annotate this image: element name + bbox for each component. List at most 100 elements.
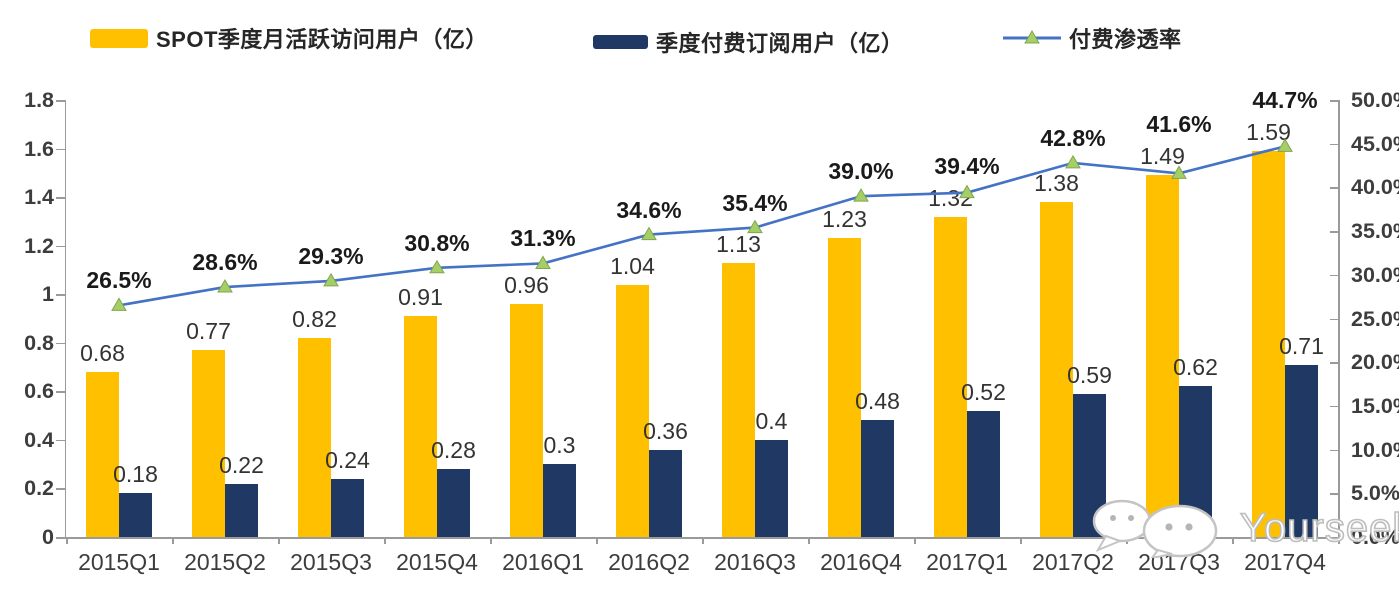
mau-value-label: 1.13 — [716, 230, 761, 257]
x-axis-label: 2017Q2 — [1032, 549, 1114, 575]
x-axis-label: 2017Q1 — [926, 549, 1008, 575]
triangle-marker — [1065, 154, 1081, 169]
subs-legend-swatch — [593, 35, 648, 49]
left-axis-tick-label: 0.8 — [24, 330, 54, 355]
right-axis-tick-label: 40.0% — [1351, 175, 1399, 200]
left-axis-tick-label: 1.6 — [24, 136, 54, 161]
mau-bar — [510, 303, 543, 537]
penetration-label: 30.8% — [404, 229, 470, 256]
mau-bar — [828, 238, 861, 537]
left-axis-tick — [56, 197, 66, 199]
x-axis-tick — [66, 537, 68, 544]
subs-bar — [861, 420, 894, 537]
left-axis-tick-label: 0 — [42, 525, 54, 549]
triangle-marker — [111, 297, 127, 311]
penetration-label: 26.5% — [86, 267, 152, 294]
subs-bar — [967, 410, 1000, 537]
left-axis-tick — [56, 391, 66, 393]
subs-legend-label: 季度付费订阅用户（亿） — [656, 31, 904, 56]
mau-value-label: 1.49 — [1140, 143, 1185, 170]
left-axis-tick — [56, 294, 66, 296]
left-axis-tick-label: 0.4 — [24, 427, 54, 452]
mau-bar — [86, 371, 119, 537]
triangle-marker — [535, 255, 551, 269]
x-axis-tick — [1232, 537, 1234, 544]
subs-bar — [225, 483, 258, 537]
mau-bar — [1146, 175, 1179, 537]
mau-bar — [722, 262, 755, 537]
right-axis-tick — [1330, 187, 1338, 189]
penetration-label: 28.6% — [192, 249, 258, 276]
mau-bar — [1252, 150, 1285, 537]
penetration-label: 42.8% — [1040, 124, 1106, 151]
subs-value-label: 0.52 — [961, 378, 1006, 405]
subs-bar — [119, 493, 152, 537]
right-axis-tick-label: 30.0% — [1351, 262, 1399, 287]
right-axis-tick — [1330, 405, 1338, 408]
right-axis-tick — [1330, 537, 1338, 539]
right-axis-tick — [1330, 231, 1338, 233]
right-axis-tick-label: 50.0% — [1351, 88, 1399, 112]
triangle-marker — [959, 184, 975, 199]
left-axis-tick-label: 0.6 — [24, 379, 54, 404]
mau-value-label: 1.38 — [1034, 169, 1079, 196]
subs-value-label: 0.18 — [113, 461, 158, 488]
subs-value-label: 0.71 — [1279, 332, 1324, 359]
mau-bar — [298, 337, 331, 537]
mau-value-label: 1.23 — [822, 206, 867, 233]
x-axis-label: 2015Q4 — [396, 549, 478, 575]
x-axis-tick — [1338, 537, 1340, 544]
triangle-marker — [853, 188, 869, 202]
legend-item-mau: SPOT季度月活跃访问用户（亿） — [90, 22, 488, 54]
right-axis-tick-label: 35.0% — [1351, 219, 1399, 244]
left-axis-tick — [56, 439, 66, 442]
x-axis-label: 2016Q1 — [502, 549, 584, 575]
mau-bar — [404, 316, 437, 537]
triangle-marker — [217, 279, 233, 293]
mau-bar — [1040, 201, 1073, 537]
right-axis-tick — [1330, 100, 1338, 102]
mau-bar — [616, 284, 649, 537]
right-axis-tick-label: 25.0% — [1351, 306, 1399, 331]
right-axis-tick — [1330, 493, 1338, 495]
mau-value-label: 0.77 — [186, 318, 231, 345]
penetration-label: 41.6% — [1146, 111, 1212, 138]
subs-value-label: 0.59 — [1067, 361, 1112, 388]
subs-bar — [543, 464, 576, 537]
right-axis-tick — [1330, 274, 1338, 277]
x-axis-label: 2015Q1 — [78, 549, 160, 575]
x-axis-label: 2016Q4 — [820, 549, 902, 575]
left-axis-tick-label: 1.4 — [24, 185, 54, 210]
mau-bar — [934, 216, 967, 537]
subs-bar — [437, 469, 470, 537]
x-axis-label: 2015Q3 — [290, 549, 372, 575]
right-axis-tick — [1330, 143, 1338, 146]
x-axis-tick — [808, 537, 810, 544]
legend-item-penetration: 付费渗透率 — [1003, 22, 1182, 54]
subs-bar — [331, 478, 364, 537]
x-axis-label: 2017Q4 — [1244, 549, 1326, 575]
left-axis-line — [64, 100, 66, 537]
right-axis-tick — [1330, 318, 1338, 320]
subs-bar — [755, 439, 788, 537]
right-axis-tick-label: 45.0% — [1351, 131, 1399, 156]
triangle-marker — [747, 219, 763, 234]
subs-bar — [649, 449, 682, 537]
mau-value-label: 0.96 — [504, 271, 549, 298]
right-axis-line — [1338, 100, 1340, 537]
x-axis-label: 2016Q3 — [714, 549, 796, 575]
x-axis-tick — [278, 537, 280, 544]
penetration-label: 39.4% — [934, 152, 1000, 179]
left-axis-tick — [56, 342, 66, 345]
penetration-label: 31.3% — [510, 225, 576, 252]
subs-value-label: 0.28 — [431, 437, 476, 464]
mau-legend-swatch — [90, 28, 148, 48]
subs-value-label: 0.62 — [1173, 354, 1218, 381]
triangle-marker — [323, 272, 339, 287]
x-axis-tick — [1020, 537, 1022, 544]
subs-value-label: 0.22 — [219, 451, 264, 478]
subs-value-label: 0.4 — [755, 407, 788, 434]
x-axis-tick — [384, 537, 386, 544]
penetration-label: 44.7% — [1252, 86, 1318, 113]
subs-value-label: 0.24 — [325, 446, 370, 473]
